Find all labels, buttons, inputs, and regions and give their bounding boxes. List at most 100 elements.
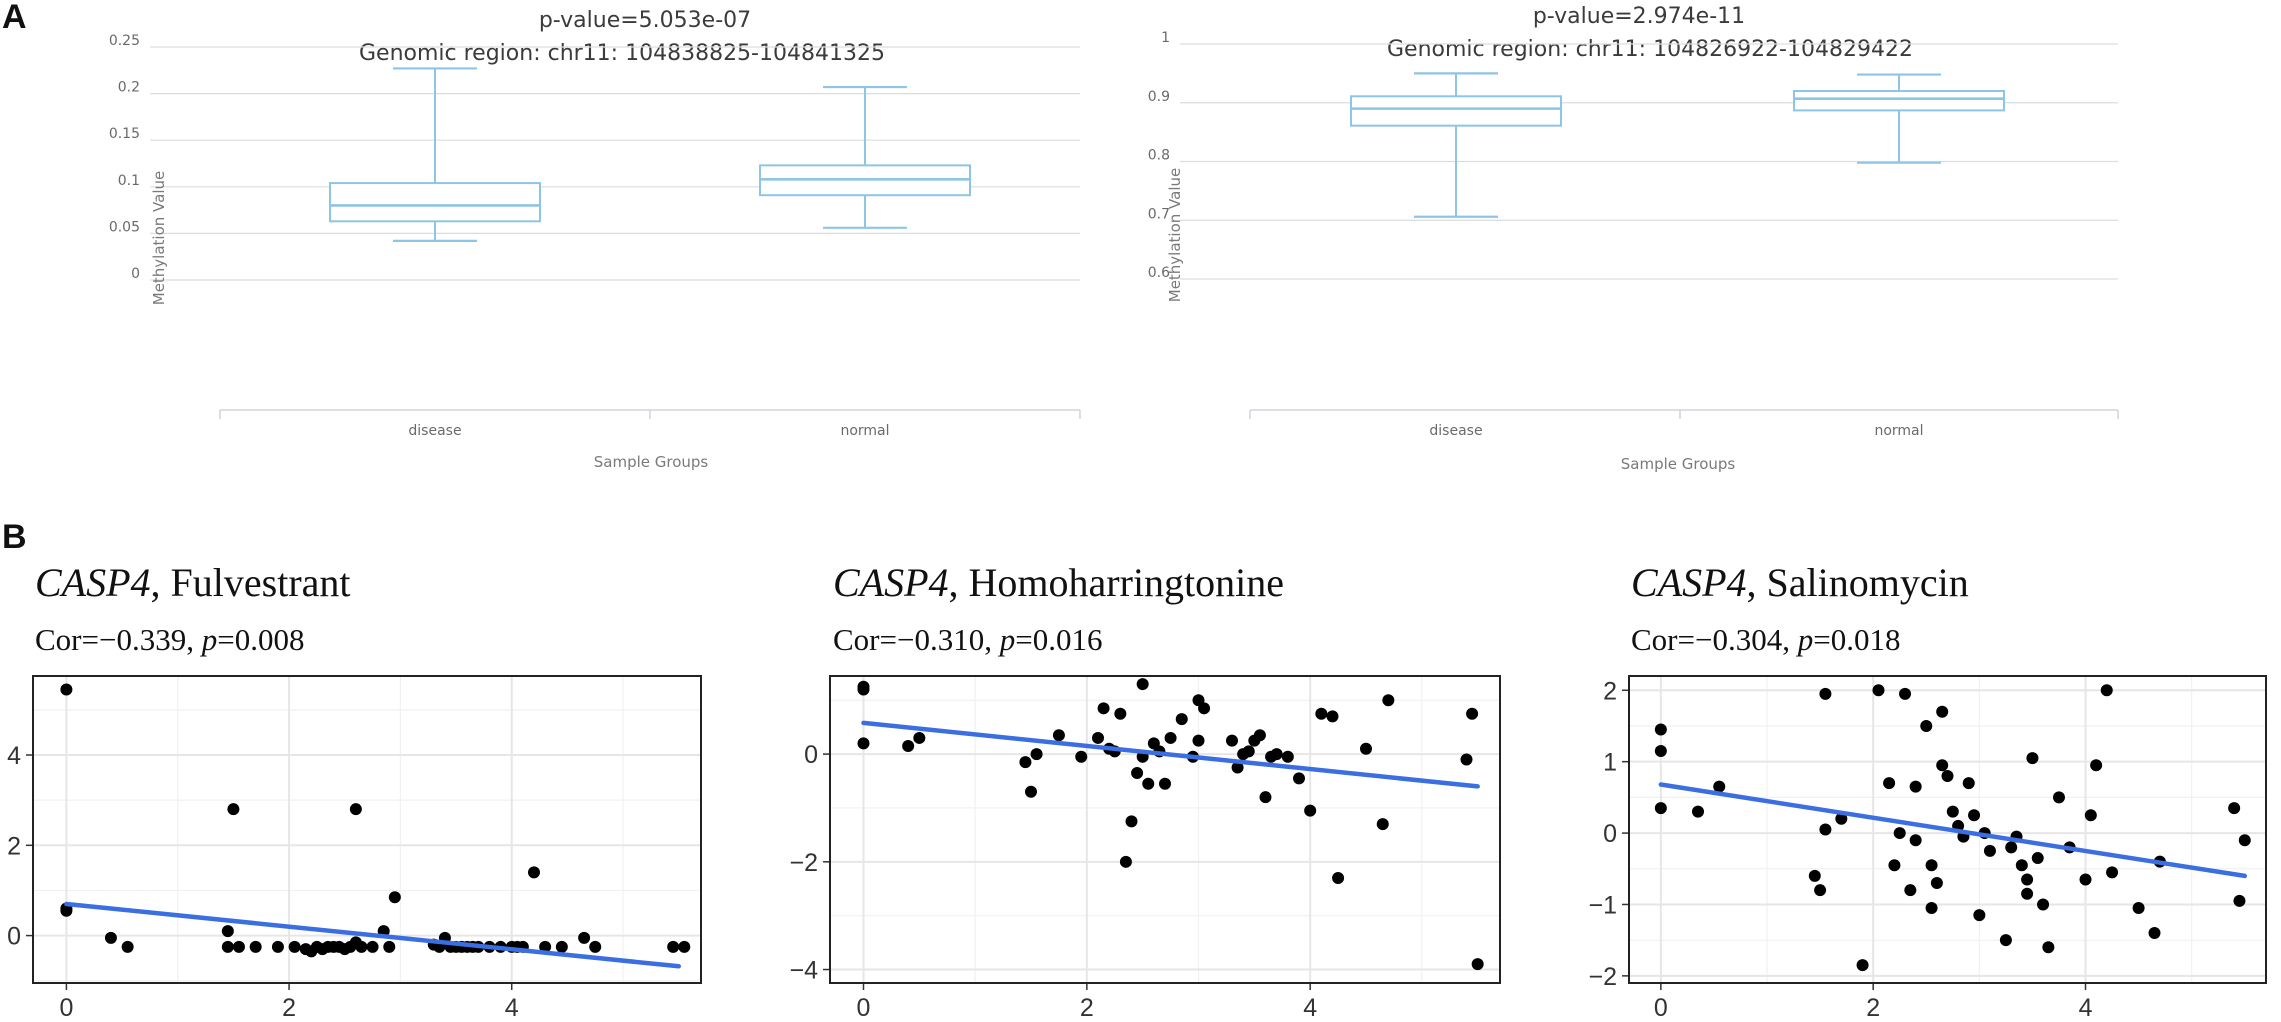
data-point [2031,852,2044,865]
data-point [2015,859,2028,872]
x-tick-label: 4 [1303,994,1317,1022]
data-point [1131,766,1144,779]
data-point [1654,744,1667,757]
data-point [1936,759,1949,772]
data-point [1946,805,1959,818]
data-point [1692,805,1705,818]
y-tick-label: 0.9 [1148,89,1170,105]
scatter-fulvestrant-title: CASP4, Fulvestrant [35,560,351,605]
boxplot-right-x-label: Sample Groups [1621,455,1736,473]
data-point [667,940,680,953]
scatter-homoharringtonine-p-symbol: p [998,622,1016,657]
box-iqr [329,182,541,223]
data-point [913,731,926,744]
data-point [1030,748,1043,761]
data-point [249,940,262,953]
data-point [857,683,870,696]
y-tick-label: 2 [1603,677,1617,705]
data-point [1471,958,1484,971]
y-tick-label: 0 [804,741,818,769]
data-point [1019,756,1032,769]
box-disease [1350,72,1562,218]
data-point [1332,871,1345,884]
data-point [1819,687,1832,700]
boxplot-left-boxes [329,67,971,242]
data-point [1142,777,1155,790]
scatter-salinomycin-title: CASP4, Salinomycin [1631,560,1969,605]
data-point [366,940,379,953]
data-point [227,803,240,816]
scatter-salinomycin-gene: CASP4 [1631,560,1747,605]
data-point [1983,844,1996,857]
boxplot-left-y-label: Methylation Value [150,171,168,306]
data-point [1808,869,1821,882]
data-point [60,904,73,917]
data-point [2021,887,2034,900]
scatter-chart-homoharringtonine: CASP4, Homoharringtonine Cor=−0.310, p=0… [789,560,1501,1022]
data-point [1304,804,1317,817]
boxplot-left-y-ticks: 0 0.05 0.1 0.15 0.2 0.25 [109,33,140,282]
y-tick-label: 0.2 [118,80,140,96]
data-point [2084,809,2097,822]
data-point [288,940,301,953]
data-point [60,683,73,696]
data-point [383,940,396,953]
x-tick-label: 0 [1654,994,1668,1022]
data-point [1092,731,1104,744]
box-iqr [1350,95,1562,127]
y-tick-label: 0.1 [118,173,140,189]
y-tick-label: 0 [131,266,140,282]
data-point [232,940,245,953]
x-tick-label: 2 [1866,994,1880,1022]
data-point [1888,859,1901,872]
y-tick-label: −4 [789,957,818,985]
y-tick-label: 4 [7,742,21,770]
data-point [1376,818,1389,831]
data-point [2233,894,2246,907]
data-point [388,891,401,904]
data-point [104,931,117,944]
scatter-fulvestrant-drug: , Fulvestrant [151,560,351,605]
y-tick-label: 1 [1161,30,1170,46]
scatter-salinomycin-stats: Cor=−0.304, p=0.018 [1631,622,1900,657]
x-tick-label: 0 [59,994,73,1022]
box-normal [1793,73,2005,164]
data-point [1909,780,1922,793]
data-point [1925,859,1938,872]
boxplot-chart-left: p-value=5.053e-07 Genomic region: chr11:… [109,8,1081,471]
scatter-chart-fulvestrant: CASP4, Fulvestrant Cor=−0.339, p=0.008 0… [7,560,702,1022]
data-point [221,925,234,938]
data-point [1198,702,1211,715]
y-tick-label: 2 [7,832,21,860]
data-point [1466,707,1479,720]
y-tick-label: 0.7 [1148,206,1170,222]
scatter-salinomycin-frame [1628,675,2267,984]
data-point [1941,769,1954,782]
data-point [1654,802,1667,815]
data-point [2148,927,2161,940]
data-point [1909,834,1922,847]
scatter-homoharringtonine-cor: Cor=−0.310, [833,622,1000,657]
data-point [1114,707,1127,720]
data-point [355,940,368,953]
data-point [1270,748,1283,761]
box-disease [329,67,541,242]
data-point [555,940,568,953]
scatter-homoharringtonine-frame [829,675,1501,984]
data-point [1315,707,1328,720]
data-point [1814,884,1827,897]
data-point [121,940,134,953]
data-point [1460,753,1473,766]
data-point [1962,777,1975,790]
data-point [1899,687,1912,700]
data-point [1856,959,1869,972]
panel-label-b: B [2,518,27,556]
data-point [1360,742,1372,755]
y-tick-label: −2 [1588,963,1617,991]
data-point [2090,759,2103,772]
scatter-fulvestrant-gene: CASP4 [35,560,151,605]
data-point [1893,827,1906,840]
boxplot-right-gridlines [1180,43,2118,280]
data-point [1835,812,1848,825]
